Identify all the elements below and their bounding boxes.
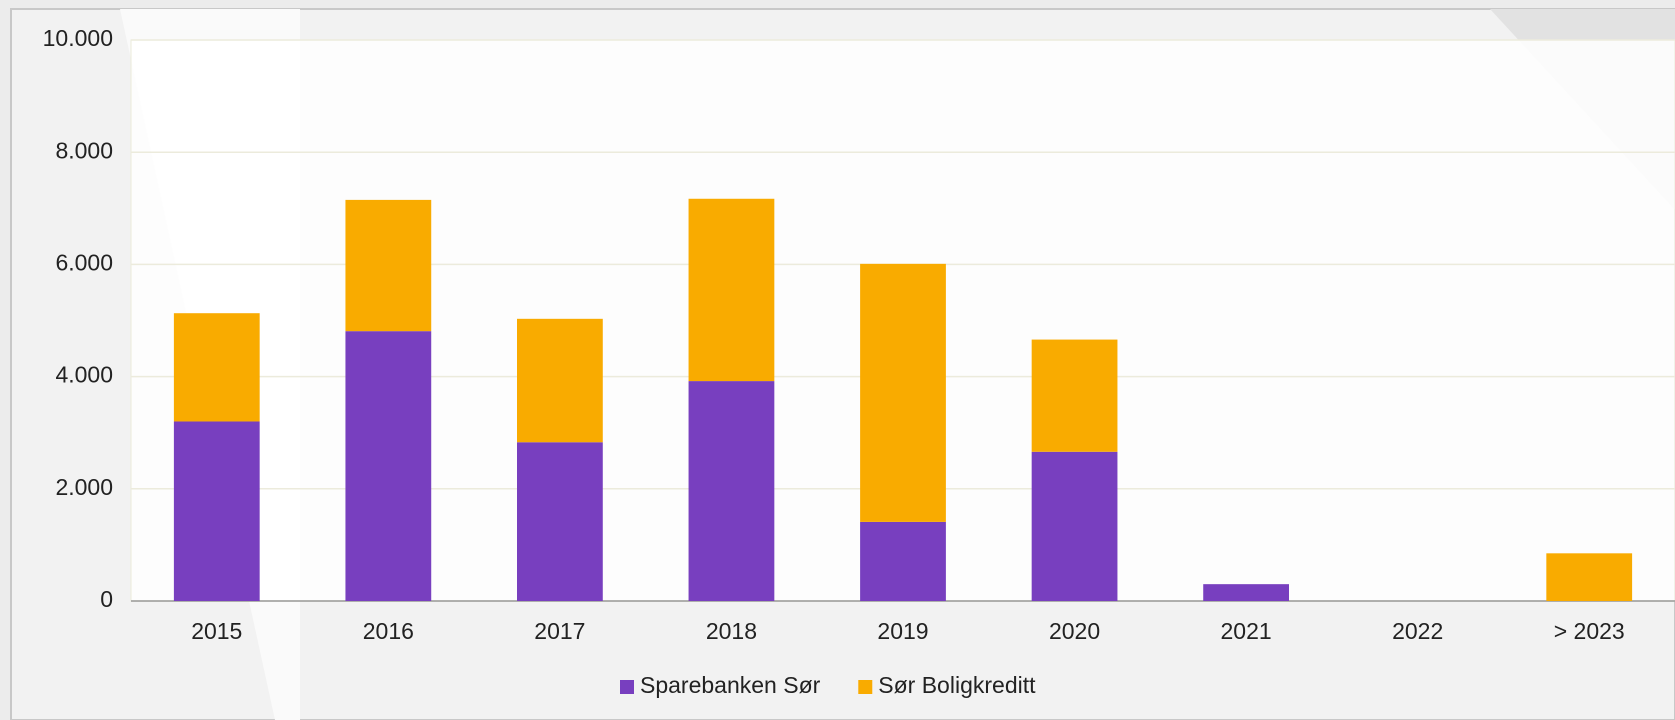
- x-tick-label: 2018: [706, 618, 757, 644]
- y-tick-label: 4.000: [55, 362, 113, 388]
- bar-segment: [688, 198, 775, 382]
- x-tick-label: 2017: [534, 618, 585, 644]
- bar-segment: [517, 442, 603, 601]
- bar-segment: [1031, 339, 1118, 452]
- y-tick-label: 6.000: [55, 249, 113, 275]
- x-tick-label: 2016: [363, 618, 414, 644]
- bar-segment: [860, 263, 946, 522]
- bar-segment: [688, 381, 775, 601]
- bar-segment: [517, 318, 603, 443]
- bar-segment: [1031, 451, 1118, 601]
- legend-swatch: [858, 680, 873, 694]
- y-tick-label: 8.000: [55, 137, 113, 163]
- legend-swatch: [620, 680, 634, 694]
- x-tick-label: 2020: [1049, 618, 1100, 644]
- bar-segment: [173, 421, 260, 601]
- bar-segment: [860, 521, 946, 601]
- y-tick-label: 0: [100, 586, 113, 612]
- bar-segment: [1203, 584, 1289, 601]
- bar-segment: [1546, 553, 1633, 601]
- x-tick-label: 2015: [191, 618, 242, 644]
- bar-segment: [173, 313, 260, 422]
- x-tick-label: 2022: [1392, 618, 1443, 644]
- legend-label: Sparebanken Sør: [640, 672, 821, 698]
- x-tick-label: 2019: [877, 618, 928, 644]
- bar-segment: [345, 331, 432, 601]
- bar-segment: [345, 199, 432, 332]
- legend-label: Sør Boligkreditt: [878, 672, 1036, 698]
- x-tick-label: > 2023: [1554, 618, 1625, 644]
- x-tick-label: 2021: [1221, 618, 1272, 644]
- y-tick-label: 10.000: [43, 25, 113, 51]
- y-tick-label: 2.000: [55, 474, 113, 500]
